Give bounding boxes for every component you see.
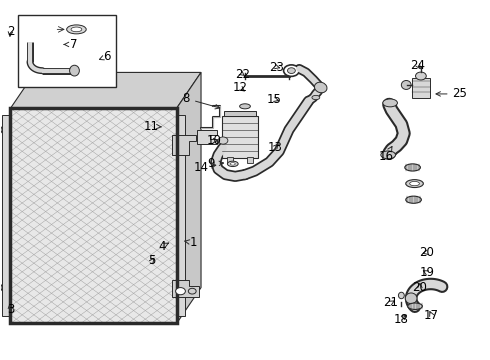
Text: 3: 3	[7, 303, 14, 316]
Bar	[227, 157, 233, 163]
Circle shape	[175, 288, 185, 295]
Ellipse shape	[406, 196, 421, 203]
Circle shape	[288, 68, 295, 73]
Text: 7: 7	[64, 38, 78, 51]
Polygon shape	[176, 116, 185, 316]
Circle shape	[218, 137, 228, 144]
Ellipse shape	[408, 303, 422, 310]
Ellipse shape	[240, 104, 250, 109]
Text: 14: 14	[194, 161, 216, 174]
Text: 20: 20	[413, 281, 427, 294]
Polygon shape	[172, 135, 196, 155]
Polygon shape	[197, 130, 217, 144]
Text: 4: 4	[158, 240, 169, 253]
Text: 11: 11	[144, 120, 162, 133]
Ellipse shape	[410, 181, 419, 186]
Ellipse shape	[383, 99, 397, 107]
Ellipse shape	[67, 25, 86, 34]
Text: 15: 15	[267, 93, 282, 106]
Text: 17: 17	[424, 309, 439, 322]
Text: 23: 23	[270, 60, 284, 73]
Bar	[18, 15, 116, 87]
Bar	[224, 111, 256, 116]
Text: 6: 6	[99, 50, 111, 63]
Text: 8: 8	[183, 92, 220, 109]
Circle shape	[284, 65, 299, 76]
Circle shape	[0, 125, 2, 135]
Polygon shape	[172, 280, 198, 297]
Polygon shape	[10, 108, 176, 323]
Bar	[222, 116, 258, 158]
Text: 12: 12	[233, 81, 247, 94]
Ellipse shape	[406, 180, 423, 188]
Ellipse shape	[70, 65, 79, 76]
Circle shape	[0, 283, 2, 293]
Text: 13: 13	[268, 141, 283, 154]
Polygon shape	[10, 72, 201, 108]
Bar	[247, 157, 253, 163]
Ellipse shape	[315, 82, 327, 93]
Bar	[412, 78, 430, 98]
Ellipse shape	[71, 27, 82, 32]
Ellipse shape	[312, 95, 320, 100]
Text: 1: 1	[184, 236, 197, 249]
Text: 20: 20	[419, 246, 434, 259]
Ellipse shape	[405, 293, 417, 304]
Ellipse shape	[381, 151, 395, 159]
Text: 19: 19	[419, 266, 434, 279]
Text: 5: 5	[148, 254, 156, 267]
Text: 24: 24	[411, 59, 425, 72]
Ellipse shape	[398, 292, 404, 299]
Polygon shape	[176, 72, 201, 323]
Circle shape	[188, 288, 196, 294]
Ellipse shape	[227, 161, 238, 167]
Circle shape	[416, 72, 426, 80]
Text: 9: 9	[207, 157, 223, 170]
Ellipse shape	[405, 164, 420, 171]
Ellipse shape	[230, 163, 235, 165]
Text: 2: 2	[7, 25, 14, 38]
Text: 25: 25	[436, 87, 467, 100]
Text: 18: 18	[394, 312, 409, 326]
Text: 22: 22	[235, 68, 250, 81]
Text: 16: 16	[378, 147, 393, 163]
Text: 21: 21	[384, 296, 398, 309]
Text: 10: 10	[206, 134, 221, 147]
Ellipse shape	[401, 81, 411, 89]
Polygon shape	[1, 116, 10, 316]
